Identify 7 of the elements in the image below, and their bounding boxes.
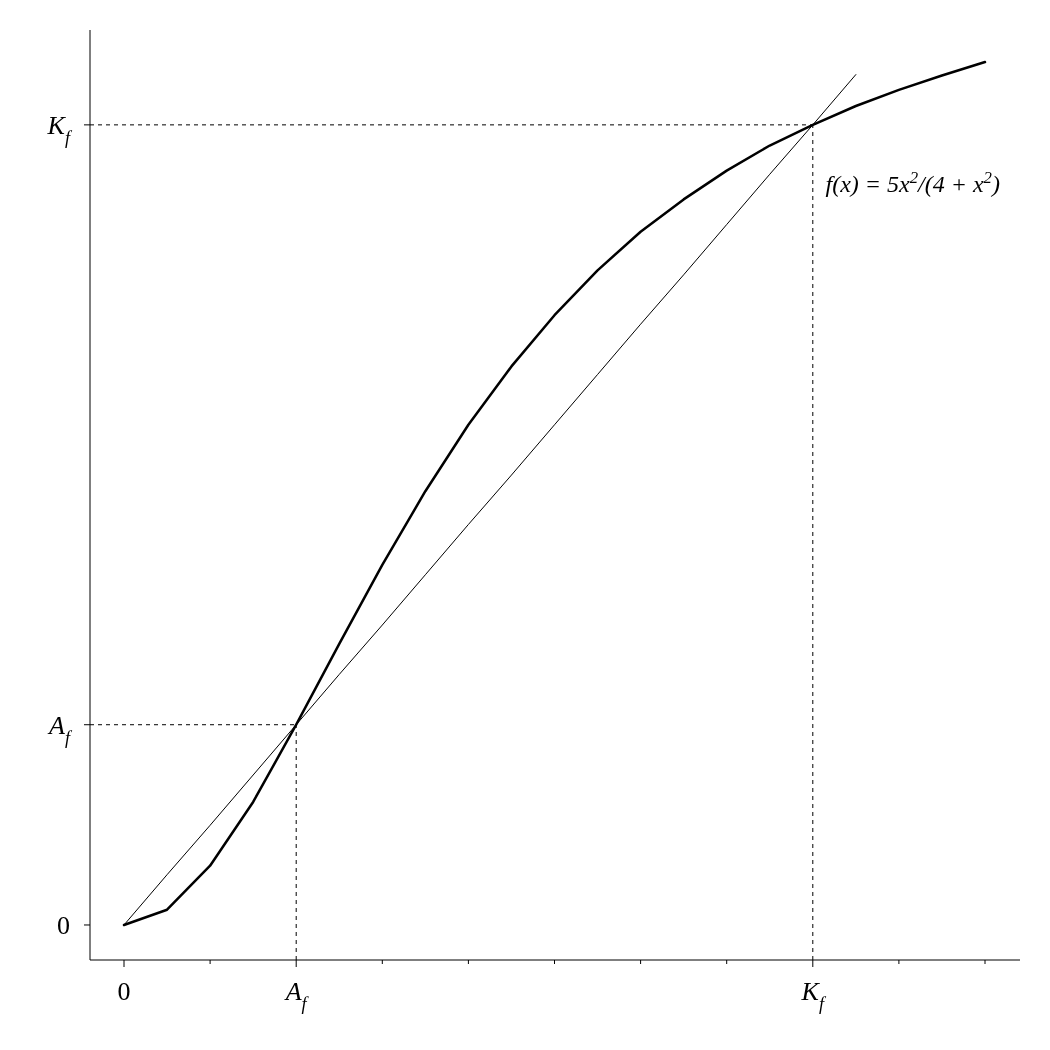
x-tick-label: A$_{f}$ xyxy=(283,977,310,1014)
series-label: f(x) = 5x$^{2}$/(4 + x$^{2}$) xyxy=(825,167,1000,197)
ref-line-label: K$_{f}$ xyxy=(46,110,73,148)
text: 0 xyxy=(57,910,70,940)
x-tick-label: K$_{f}$ xyxy=(800,977,827,1014)
ref-line-label: A$_{f}$ xyxy=(47,710,73,748)
x-tick-label: 0 xyxy=(117,977,131,1006)
